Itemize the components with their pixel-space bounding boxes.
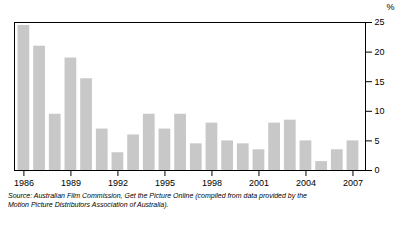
svg-text:1995: 1995: [155, 178, 175, 188]
svg-text:1989: 1989: [61, 178, 81, 188]
svg-text:1986: 1986: [14, 178, 34, 188]
svg-text:2001: 2001: [249, 178, 269, 188]
svg-text:25: 25: [375, 17, 385, 27]
svg-text:1998: 1998: [202, 178, 222, 188]
html-text:Source: Australian Film Commis: Source: Australian Film Commission, Get …: [8, 192, 307, 208]
svg-text:5: 5: [375, 136, 380, 146]
svg-text:2004: 2004: [296, 178, 316, 188]
svg-text:15: 15: [375, 77, 385, 87]
svg-text:0: 0: [375, 165, 380, 175]
svg-text:%: %: [386, 2, 394, 12]
svg-text:1992: 1992: [108, 178, 128, 188]
svg-text:20: 20: [375, 47, 385, 57]
svg-text:2007: 2007: [343, 178, 363, 188]
svg-text:10: 10: [375, 106, 385, 116]
